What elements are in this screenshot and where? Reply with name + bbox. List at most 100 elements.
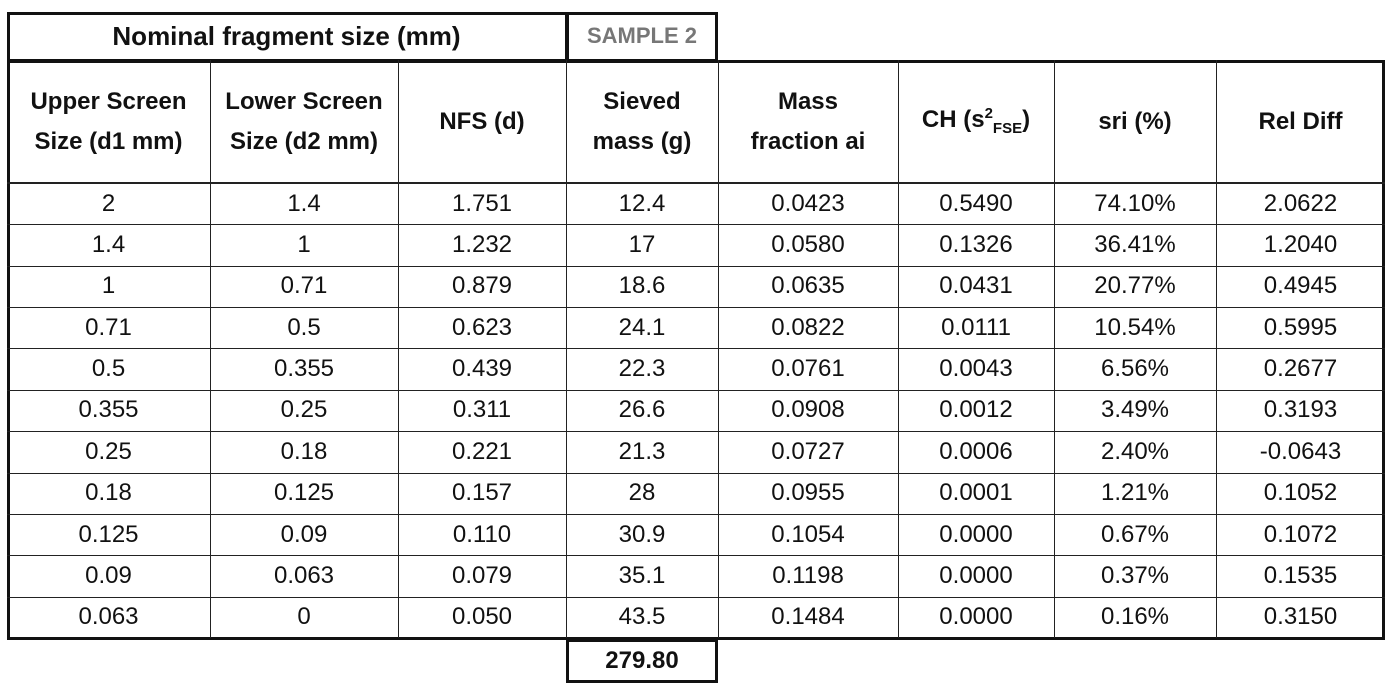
table-cell: 0.18: [85, 479, 132, 507]
header-line: Size (d1 mm): [34, 127, 183, 155]
table-cell: 26.6: [618, 396, 666, 424]
table-cell: 22.3: [618, 355, 666, 383]
table-cell: 1.4: [287, 189, 321, 217]
table-cell: 0.0727: [771, 437, 845, 465]
table-cell: 0.25: [85, 437, 132, 465]
header-line: Rel Diff: [1258, 107, 1343, 135]
header-line: sri (%): [1098, 107, 1172, 135]
table-cell: 1: [297, 231, 311, 259]
table-cell: 24.1: [618, 313, 666, 341]
header-line: Size (d2 mm): [229, 127, 379, 155]
column-header: NFS (d): [398, 60, 566, 183]
header-line: Sieved: [603, 87, 681, 115]
table-cell: 0.37%: [1100, 561, 1170, 589]
table-cell: 12.4: [618, 189, 666, 217]
table-cell: 36.41%: [1094, 231, 1176, 259]
header-line: mass (g): [592, 127, 692, 155]
table-cell: 43.5: [618, 603, 666, 631]
header-line: Upper Screen: [30, 87, 187, 115]
title: Nominal fragment size (mm): [112, 20, 461, 51]
column-header: Mass fraction ai: [718, 60, 898, 183]
table-cell: 74.10%: [1094, 189, 1176, 217]
table-cell: 0.221: [451, 437, 513, 465]
table-cell: 0.0111: [941, 313, 1011, 341]
sample-label: SAMPLE 2: [586, 23, 698, 48]
row-rule: [7, 307, 1385, 309]
table-cell: 0.0423: [771, 189, 845, 217]
column-header: CH (s2FSE): [898, 60, 1054, 183]
table-cell: 0.5995: [1263, 313, 1338, 341]
table-cell: 0.0000: [939, 603, 1013, 631]
table-cell: 0.0000: [939, 520, 1013, 548]
table-cell: 0.0580: [771, 231, 845, 259]
table-cell: 3.49%: [1100, 396, 1170, 424]
row-rule: [7, 596, 1385, 598]
table-cell: 0.0012: [939, 396, 1013, 424]
total-box: [566, 639, 718, 683]
header-part: ): [1022, 106, 1031, 134]
table-cell: 0.0908: [771, 396, 845, 424]
table-cell: 0.1326: [939, 231, 1013, 259]
table-cell: 1.232: [451, 231, 513, 259]
header-line: fraction ai: [750, 127, 866, 155]
row-rule: [7, 265, 1385, 267]
table-cell: 0.0006: [939, 437, 1013, 465]
table-cell: 0.5: [91, 355, 126, 383]
row-rule: [7, 555, 1385, 557]
table-cell: 0.0761: [771, 355, 845, 383]
table-cell: -0.0643: [1259, 437, 1342, 465]
column-header: Sieved mass (g): [566, 60, 718, 183]
table-cell: 0.125: [78, 520, 139, 548]
column-header: sri (%): [1054, 60, 1216, 183]
header-line: CH (s2FSE): [922, 94, 1030, 149]
table-cell: 6.56%: [1100, 355, 1170, 383]
table-cell: 0.1198: [772, 561, 844, 589]
table-cell: 0.110: [452, 520, 512, 548]
table-cell: 1.2040: [1263, 231, 1338, 259]
table-cell: 0.125: [273, 479, 335, 507]
table-cell: 0.879: [451, 272, 513, 300]
column-header: Lower Screen Size (d2 mm): [210, 60, 398, 183]
table-cell: 0.355: [273, 355, 335, 383]
table-box: [7, 60, 1385, 640]
table-cell: 0.25: [280, 396, 328, 424]
table-cell: 0.1535: [1263, 561, 1338, 589]
table-cell: 0.439: [451, 355, 513, 383]
table-cell: 0.0000: [939, 561, 1013, 589]
table-cell: 20.77%: [1094, 272, 1176, 300]
header-part: CH (s: [921, 106, 985, 134]
table-cell: 0.18: [280, 437, 328, 465]
table-cell: 0.09: [85, 561, 132, 589]
table-cell: 1.4: [91, 231, 126, 259]
table-cell: 0.157: [451, 479, 513, 507]
row-rule: [7, 431, 1385, 433]
row-rule: [7, 348, 1385, 350]
table-cell: 10.54%: [1094, 313, 1176, 341]
table-cell: 0.4945: [1263, 272, 1338, 300]
table-cell: 0.050: [451, 603, 513, 631]
table-cell: 2.40%: [1100, 437, 1170, 465]
table-cell: 0.71: [280, 272, 328, 300]
table-cell: 1: [101, 272, 116, 300]
table-cell: 0.623: [451, 313, 513, 341]
table-cell: 30.9: [618, 520, 666, 548]
table-cell: 0.67%: [1100, 520, 1170, 548]
table-cell: 2: [101, 189, 116, 217]
table-cell: 0.1054: [771, 520, 845, 548]
table-cell: 0.0001: [939, 479, 1013, 507]
table-cell: 0.5490: [939, 189, 1013, 217]
table-cell: 0.0043: [939, 355, 1013, 383]
table-cell: 0: [297, 603, 311, 631]
table-cell: 21.3: [618, 437, 666, 465]
row-rule: [7, 224, 1385, 226]
header-line: Lower Screen: [225, 87, 383, 115]
table-cell: 0.0635: [771, 272, 845, 300]
row-rule: [7, 389, 1385, 391]
table-cell: 2.0622: [1263, 189, 1338, 217]
table-cell: 28: [628, 479, 656, 507]
column-header: Upper Screen Size (d1 mm): [7, 60, 210, 183]
table-cell: 0.2677: [1263, 355, 1338, 383]
table-cell: 0.079: [451, 561, 513, 589]
table-cell: 0.0431: [939, 272, 1013, 300]
